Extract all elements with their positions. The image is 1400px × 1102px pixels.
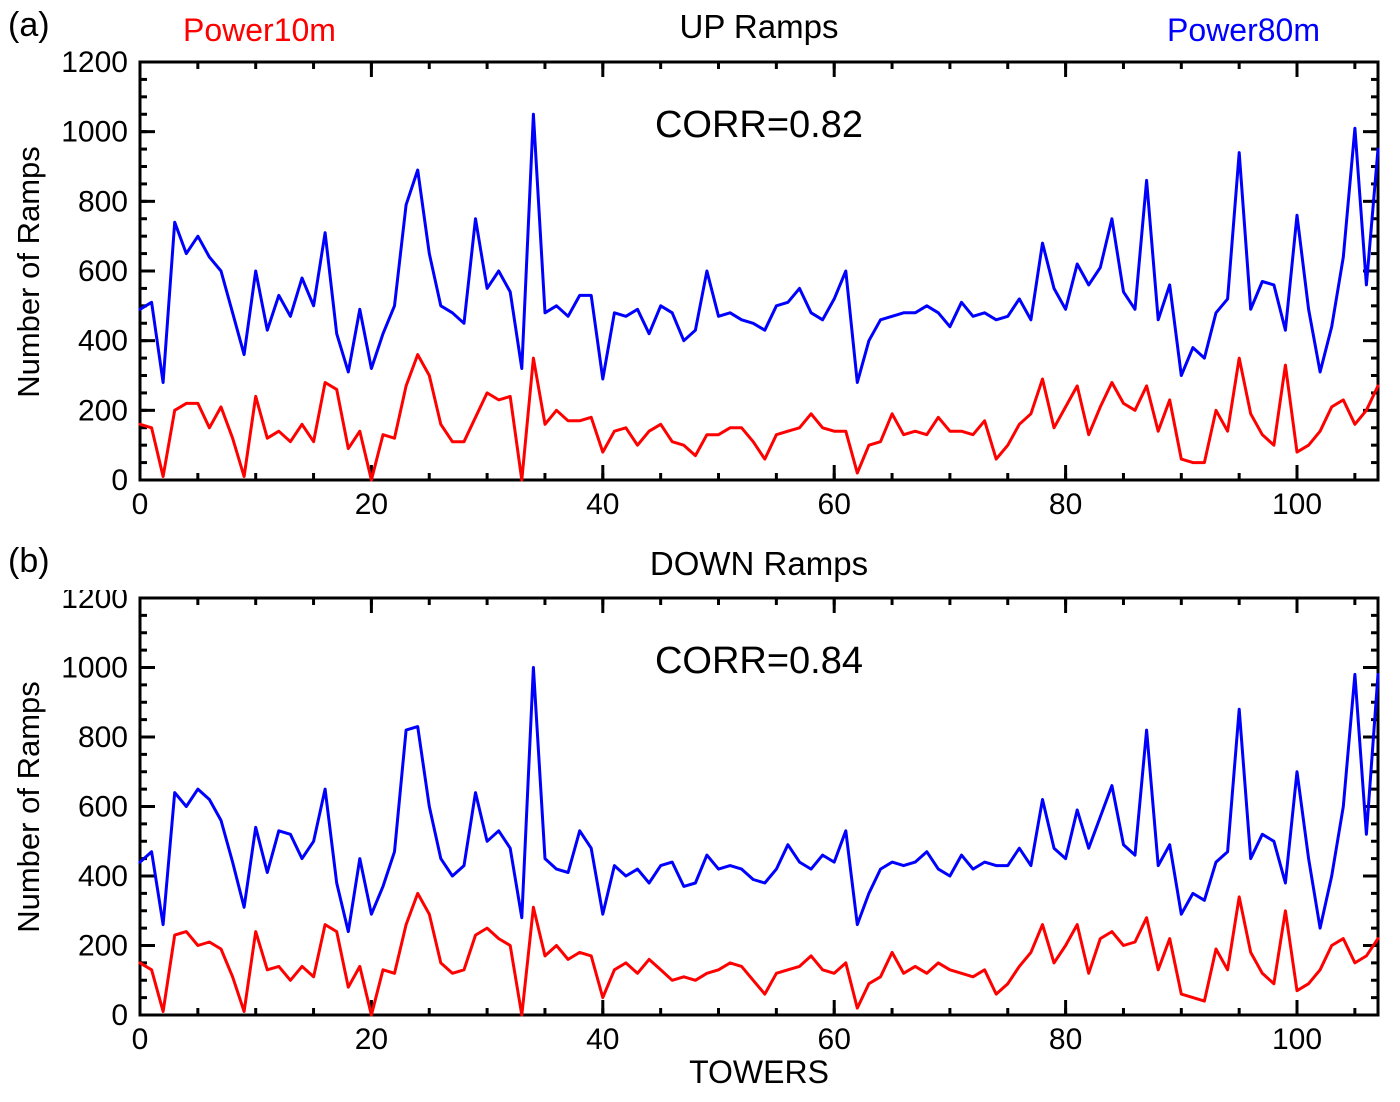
svg-text:1000: 1000 (61, 652, 128, 685)
svg-text:100: 100 (1272, 488, 1322, 521)
series-power80m (138, 112, 1380, 384)
svg-text:800: 800 (78, 185, 128, 218)
svg-text:600: 600 (78, 255, 128, 288)
svg-text:0: 0 (132, 488, 149, 521)
axes-box (138, 60, 1380, 482)
panel-b-title: DOWN Ramps (649, 545, 869, 582)
svg-text:1000: 1000 (61, 116, 128, 149)
panel-label-a: (a) (8, 6, 50, 44)
svg-text:60: 60 (818, 1023, 851, 1056)
svg-text:60: 60 (818, 488, 851, 521)
svg-text:80: 80 (1049, 1023, 1082, 1056)
svg-text:80: 80 (1049, 488, 1082, 521)
svg-text:0: 0 (111, 464, 128, 497)
series-power10m (138, 353, 1380, 482)
svg-text:800: 800 (78, 721, 128, 754)
axes-box (138, 596, 1380, 1017)
svg-text:0: 0 (132, 1023, 149, 1056)
corr-annotation: CORR=0.84 (655, 640, 863, 682)
panel-a-title: UP Ramps (679, 8, 839, 45)
svg-text:200: 200 (78, 930, 128, 963)
panel-b-xlabel: TOWERS (689, 1054, 829, 1090)
series-power10m (138, 891, 1380, 1017)
svg-text:0: 0 (111, 999, 128, 1032)
svg-text:100: 100 (1272, 1023, 1322, 1056)
svg-text:40: 40 (586, 1023, 619, 1056)
panel-label-b: (b) (8, 542, 50, 580)
svg-text:400: 400 (78, 860, 128, 893)
legend-power80m: Power80m (1167, 12, 1320, 48)
series-power80m (138, 666, 1380, 934)
svg-text:1200: 1200 (61, 50, 128, 79)
legend-power10m: Power10m (183, 12, 336, 48)
svg-text:40: 40 (586, 488, 619, 521)
svg-text:20: 20 (355, 1023, 388, 1056)
svg-text:400: 400 (78, 325, 128, 358)
svg-text:200: 200 (78, 394, 128, 427)
corr-annotation: CORR=0.82 (655, 104, 863, 146)
svg-text:600: 600 (78, 791, 128, 824)
up-ramps-chart: 0 20 40 60 80 100020040060080010001200CORR=0.… (61, 50, 1380, 521)
svg-text:1200: 1200 (61, 590, 128, 615)
down-ramps-chart: 0 20 40 60 80 100020040060080010001200CORR=0.… (61, 590, 1380, 1056)
svg-text:20: 20 (355, 488, 388, 521)
